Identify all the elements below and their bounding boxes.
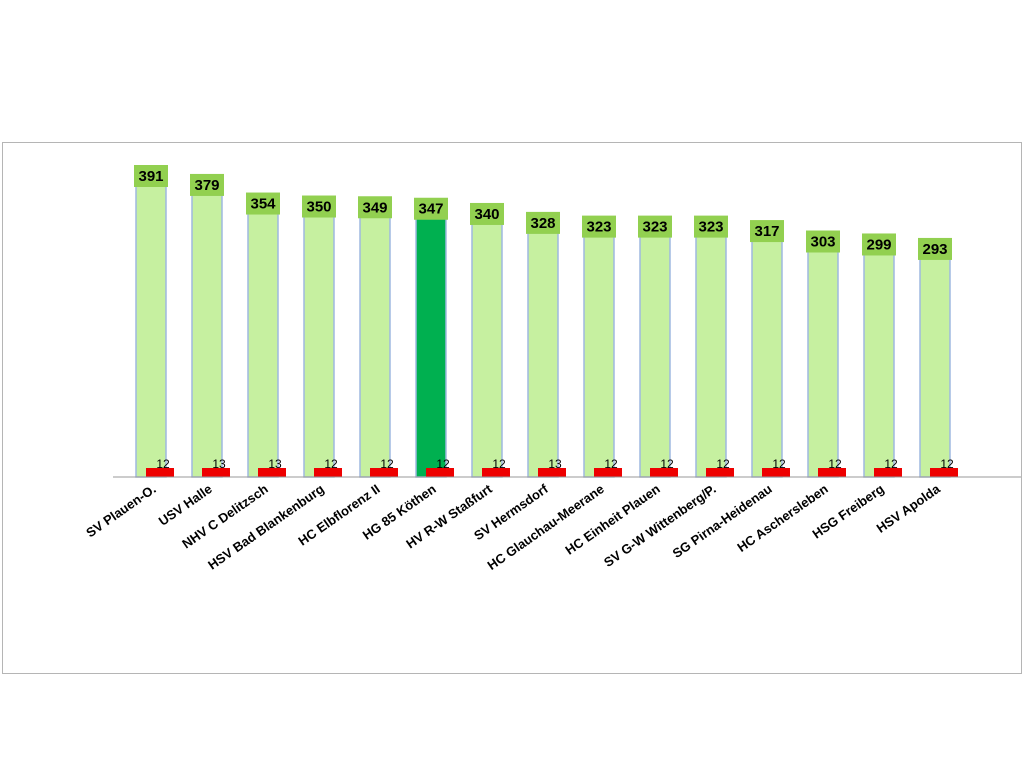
value-label-2: 379 <box>194 177 219 194</box>
value-label-12: 317 <box>754 223 779 240</box>
bar-5 <box>359 216 391 478</box>
value-label-8: 328 <box>530 215 555 232</box>
value-label-bg-1 <box>134 165 168 187</box>
secondary-bar-10 <box>650 468 678 477</box>
value-label-bg-10 <box>638 215 672 238</box>
value-label-bg-8 <box>526 211 560 234</box>
secondary-value-label-10: 12 <box>660 457 674 471</box>
value-label-5: 349 <box>362 199 387 216</box>
value-label-bg-3 <box>246 192 280 215</box>
category-label-15: HSV Apolda <box>874 481 944 536</box>
bar-chart: 12 391 13 379 13 354 12 350 12 349 12 347 12 340 13 328… <box>83 165 1021 573</box>
secondary-value-label-9: 12 <box>604 457 618 471</box>
bar-2 <box>191 194 223 478</box>
category-label-12: SG Pirna-Heidenau <box>670 481 775 561</box>
secondary-bar-8 <box>538 468 566 477</box>
value-label-bg-14 <box>862 233 896 256</box>
value-label-3: 354 <box>250 196 276 213</box>
secondary-bar-5 <box>370 468 398 477</box>
value-labels-layer: 12 391 13 379 13 354 12 350 12 349 12 347 12 340 13 328… <box>134 165 954 471</box>
secondary-value-label-14: 12 <box>884 457 898 471</box>
value-label-bg-13 <box>806 230 840 253</box>
value-label-7: 340 <box>474 206 499 223</box>
secondary-bar-1 <box>146 468 174 477</box>
bar-15 <box>919 258 951 478</box>
secondary-value-label-7: 12 <box>492 457 506 471</box>
value-label-6: 347 <box>418 201 443 218</box>
value-label-bg-7 <box>470 202 504 225</box>
secondary-bar-9 <box>594 468 622 477</box>
bar-9 <box>583 235 615 478</box>
value-label-4: 350 <box>306 199 331 216</box>
value-label-bg-11 <box>694 215 728 238</box>
secondary-value-label-3: 13 <box>268 457 282 471</box>
bar-13 <box>807 250 839 478</box>
bar-14 <box>863 253 895 478</box>
secondary-value-label-13: 12 <box>828 457 842 471</box>
secondary-bars-layer <box>146 468 958 477</box>
secondary-bar-15 <box>930 468 958 477</box>
bar-12 <box>751 240 783 478</box>
bar-8 <box>527 232 559 478</box>
secondary-value-label-1: 12 <box>156 457 170 471</box>
secondary-bar-3 <box>258 468 286 477</box>
value-label-bg-9 <box>582 215 616 238</box>
value-label-bg-4 <box>302 195 336 218</box>
value-label-bg-2 <box>190 173 224 196</box>
secondary-value-label-4: 12 <box>324 457 338 471</box>
value-label-10: 323 <box>642 219 667 236</box>
value-label-9: 323 <box>586 219 611 236</box>
bar-4 <box>303 215 335 478</box>
secondary-value-label-11: 12 <box>716 457 730 471</box>
secondary-value-label-15: 12 <box>940 457 954 471</box>
value-label-15: 293 <box>922 241 947 258</box>
value-label-14: 299 <box>866 236 891 253</box>
bar-1 <box>135 185 167 478</box>
bar-11 <box>695 235 727 478</box>
secondary-bar-12 <box>762 468 790 477</box>
value-label-bg-15 <box>918 237 952 260</box>
secondary-value-label-2: 13 <box>212 457 226 471</box>
secondary-bar-14 <box>874 468 902 477</box>
secondary-value-label-12: 12 <box>772 457 786 471</box>
secondary-value-label-8: 13 <box>548 457 562 471</box>
secondary-bar-6 <box>426 468 454 477</box>
category-label-10: HC Einheit Plauen <box>562 481 662 558</box>
bar-7 <box>471 223 503 478</box>
value-label-bg-5 <box>358 196 392 219</box>
value-label-11: 323 <box>698 219 723 236</box>
secondary-value-label-6: 12 <box>436 457 450 471</box>
value-label-1: 391 <box>138 168 163 185</box>
chart-frame: 12 391 13 379 13 354 12 350 12 349 12 347 12 340 13 328… <box>2 142 1022 674</box>
secondary-bar-11 <box>706 468 734 477</box>
bar-6 <box>415 217 447 478</box>
category-label-1: SV Plauen-O. <box>83 481 158 540</box>
secondary-bar-13 <box>818 468 846 477</box>
bar-10 <box>639 235 671 478</box>
bar-3 <box>247 212 279 478</box>
secondary-bar-7 <box>482 468 510 477</box>
secondary-bar-4 <box>314 468 342 477</box>
secondary-value-label-5: 12 <box>380 457 394 471</box>
value-label-bg-6 <box>414 197 448 220</box>
value-label-13: 303 <box>810 233 835 250</box>
secondary-bar-2 <box>202 468 230 477</box>
value-label-bg-12 <box>750 220 784 243</box>
